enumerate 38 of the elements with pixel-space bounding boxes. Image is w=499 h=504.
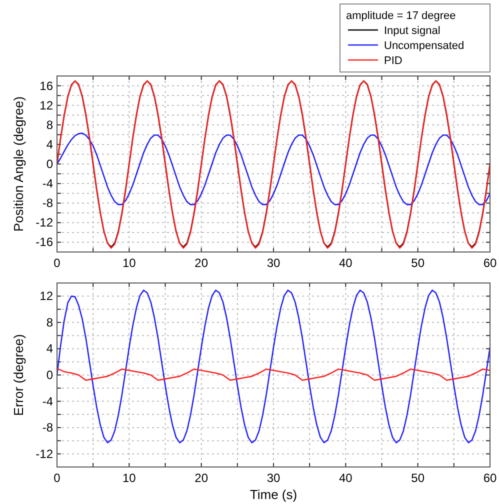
y-tick-label: -12 — [36, 446, 54, 461]
x-tick-label: 20 — [194, 471, 208, 485]
line-series — [56, 290, 491, 444]
y-tick-label: -8 — [42, 196, 54, 210]
y-tick-label: -12 — [36, 216, 54, 230]
x-tick-label: 60 — [483, 256, 497, 270]
line-series — [56, 132, 491, 206]
y-tick-label: 4 — [46, 342, 54, 356]
y-tick-label: 8 — [46, 315, 54, 330]
y-axis-title: Error (degree) — [11, 334, 26, 416]
x-tick-label: 30 — [266, 471, 280, 485]
y-tick-label: -16 — [36, 235, 54, 250]
x-tick-label: 50 — [411, 256, 425, 270]
x-tick-label: 10 — [122, 256, 136, 270]
y-tick-label: 12 — [40, 289, 54, 304]
y-tick-label: 16 — [40, 78, 54, 93]
legend-label: Input signal — [384, 25, 440, 37]
y-tick-label: 0 — [46, 368, 54, 382]
x-tick-label: 50 — [411, 471, 425, 485]
x-tick-label: 20 — [194, 256, 208, 270]
y-tick-label: -4 — [42, 176, 54, 191]
legend-title: amplitude = 17 degree — [346, 10, 456, 22]
legend-label: PID — [384, 55, 402, 67]
y-tick-label: 4 — [46, 137, 54, 152]
legend-label: Uncompensated — [384, 40, 464, 52]
y-tick-label: 8 — [46, 118, 54, 132]
x-tick-label: 10 — [122, 471, 136, 485]
y-tick-label: 0 — [46, 157, 54, 171]
y-tick-label: -4 — [42, 394, 54, 408]
x-tick-label: 30 — [266, 256, 280, 270]
x-tick-label: 40 — [338, 256, 353, 270]
y-tick-label: -8 — [42, 420, 54, 435]
line-series — [56, 368, 491, 381]
x-tick-label: 60 — [483, 471, 497, 485]
y-tick-label: 12 — [40, 98, 54, 112]
y-axis-title: Position Angle (degree) — [11, 96, 26, 232]
x-axis-title: Time (s) — [250, 487, 298, 502]
x-tick-label: 40 — [338, 471, 353, 485]
